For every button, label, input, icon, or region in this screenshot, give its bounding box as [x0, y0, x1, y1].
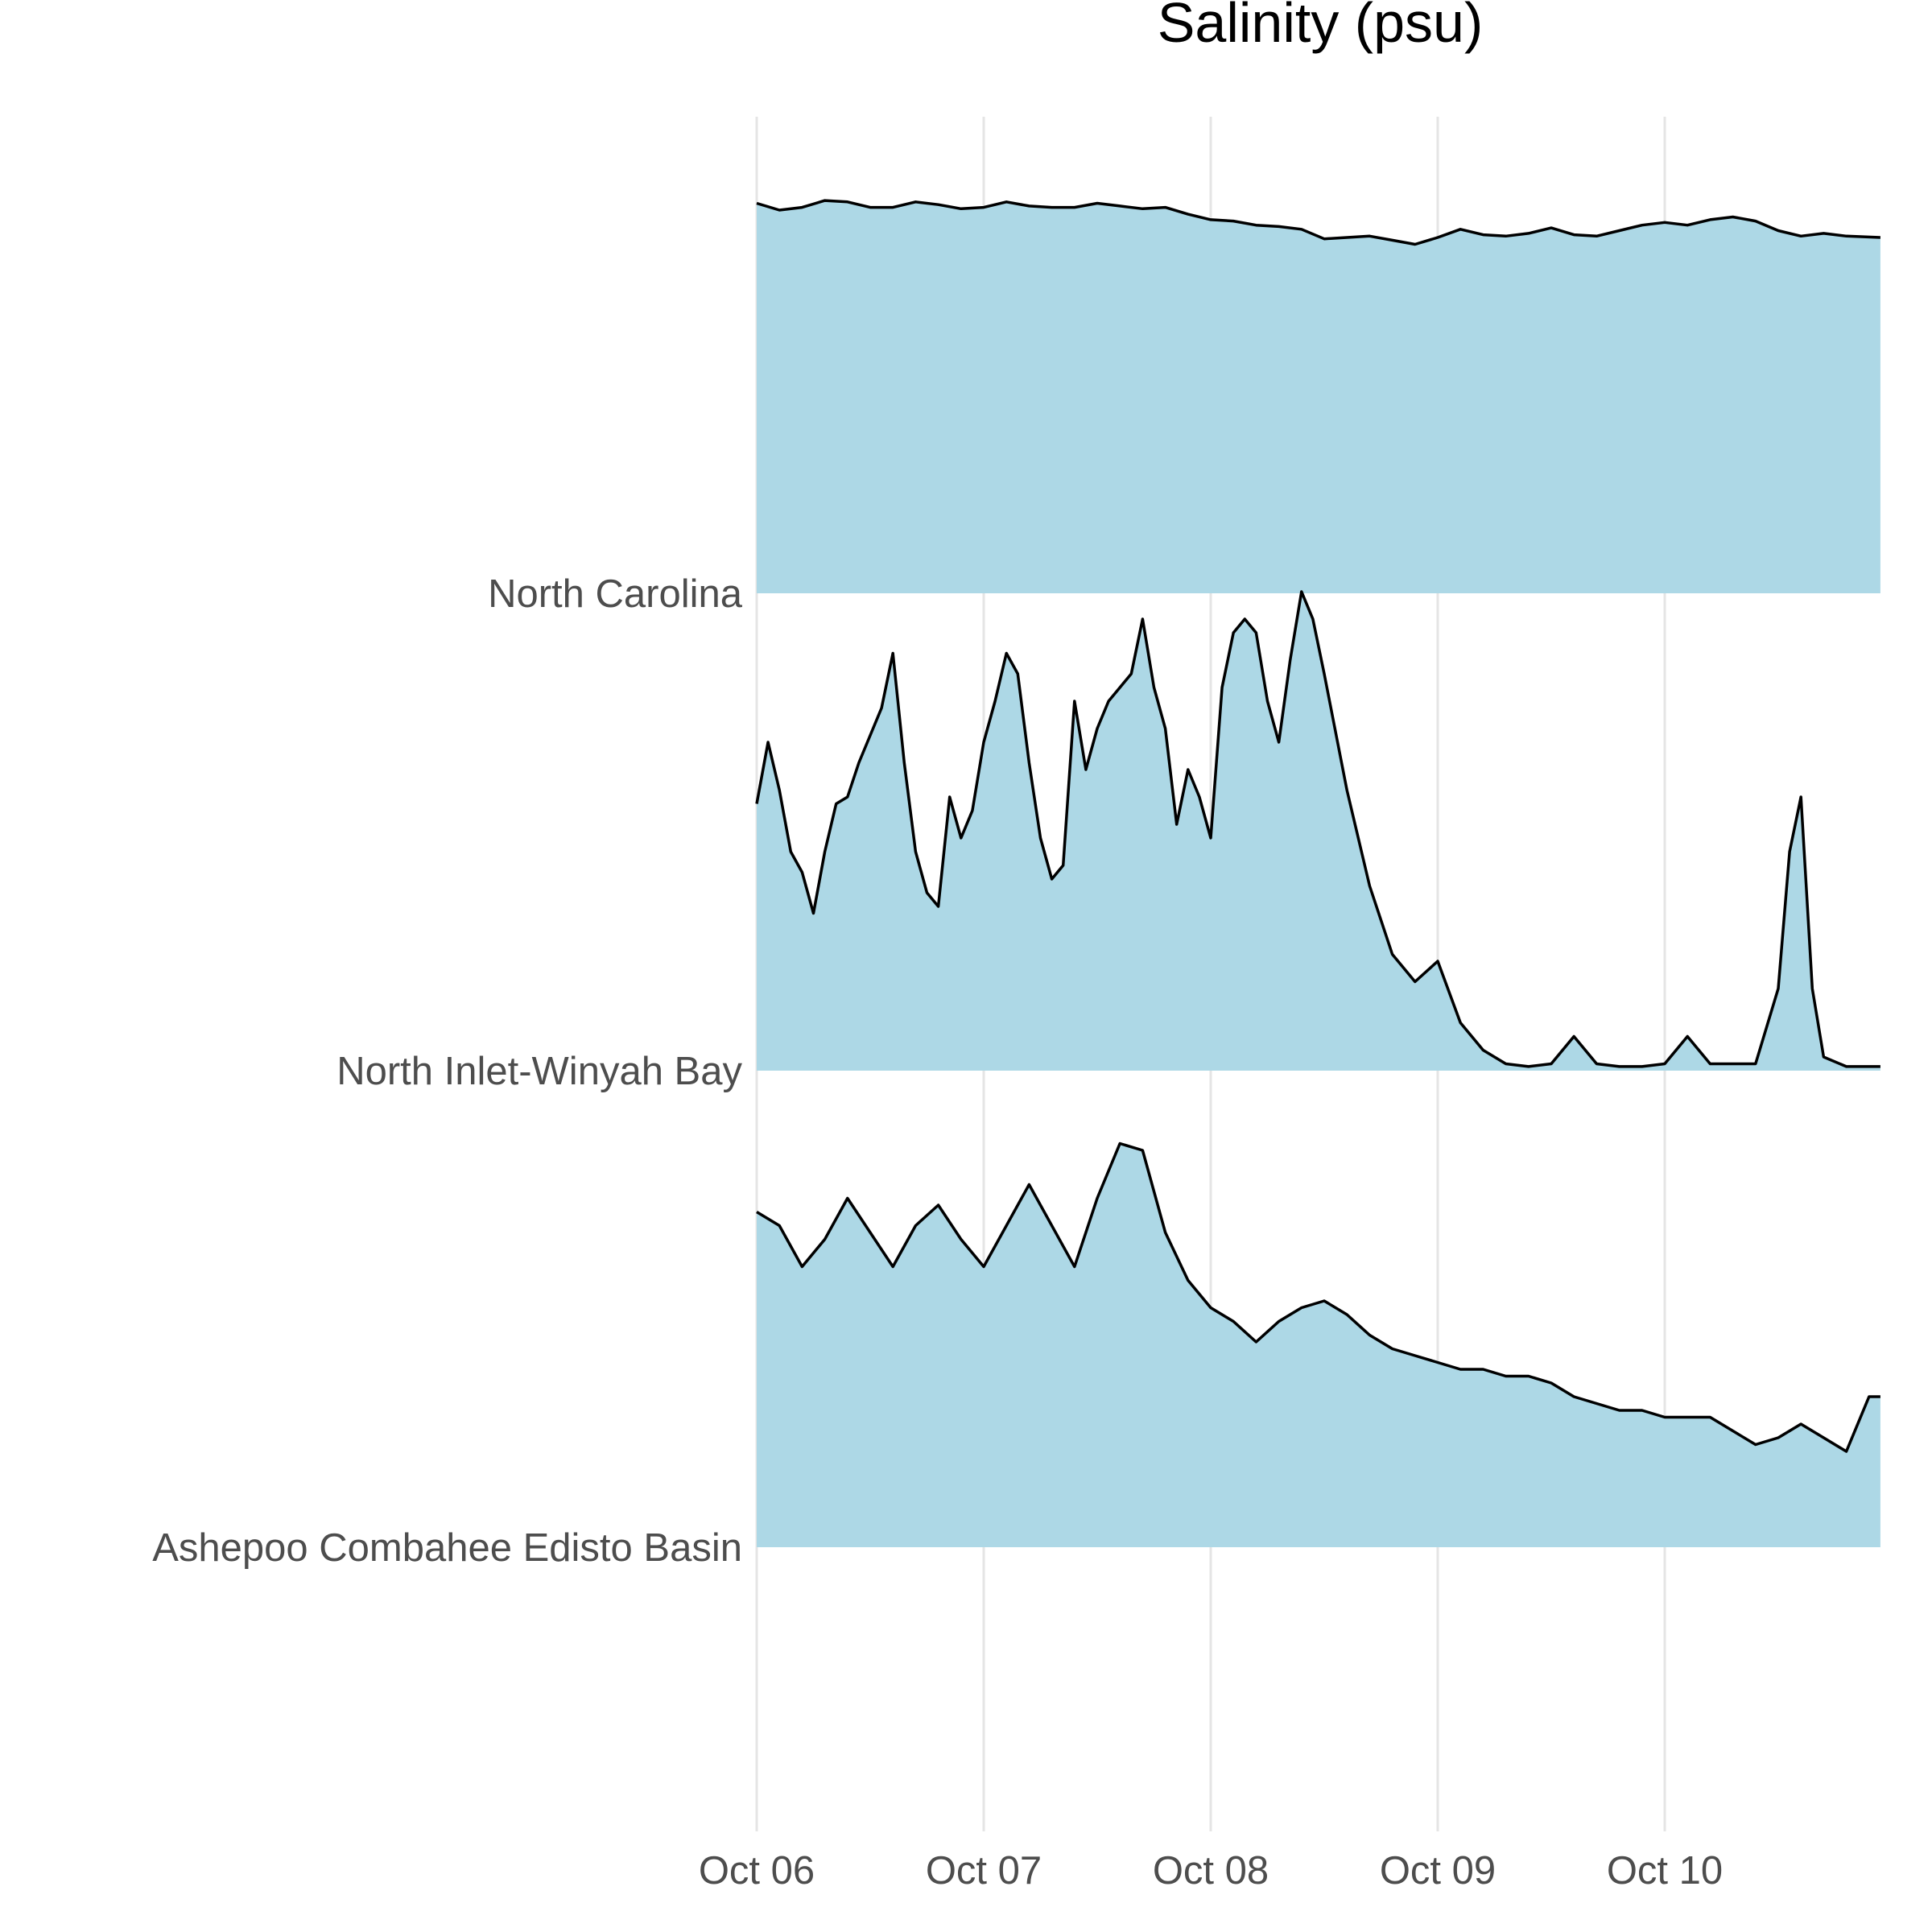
x-tick-label: Oct 10 — [1607, 1849, 1723, 1893]
x-tick-label: Oct 06 — [699, 1849, 815, 1893]
series-label: Ashepoo Combahee Edisto Basin — [152, 1526, 742, 1570]
x-tick-label: Oct 07 — [926, 1849, 1042, 1893]
series-label: North Carolina — [488, 572, 743, 616]
ridgelines — [755, 199, 1880, 1547]
series-label: North Inlet-Winyah Bay — [336, 1050, 742, 1093]
ridge-line-2 — [755, 590, 1880, 1068]
chart-title: Salinity (psu) — [1158, 0, 1484, 54]
ridge-area-3 — [757, 1143, 1880, 1547]
ridge-area-2 — [757, 592, 1880, 1071]
ridge-area-1 — [757, 200, 1880, 593]
ridge-line-3 — [756, 1141, 1880, 1453]
x-tick-label: Oct 08 — [1153, 1849, 1269, 1893]
labels: Salinity (psu) Oct 06 Oct 07 Oct 08 Oct 09 O… — [152, 0, 1723, 1893]
ridge-line-1 — [756, 199, 1880, 246]
x-tick-label: Oct 09 — [1380, 1849, 1496, 1893]
